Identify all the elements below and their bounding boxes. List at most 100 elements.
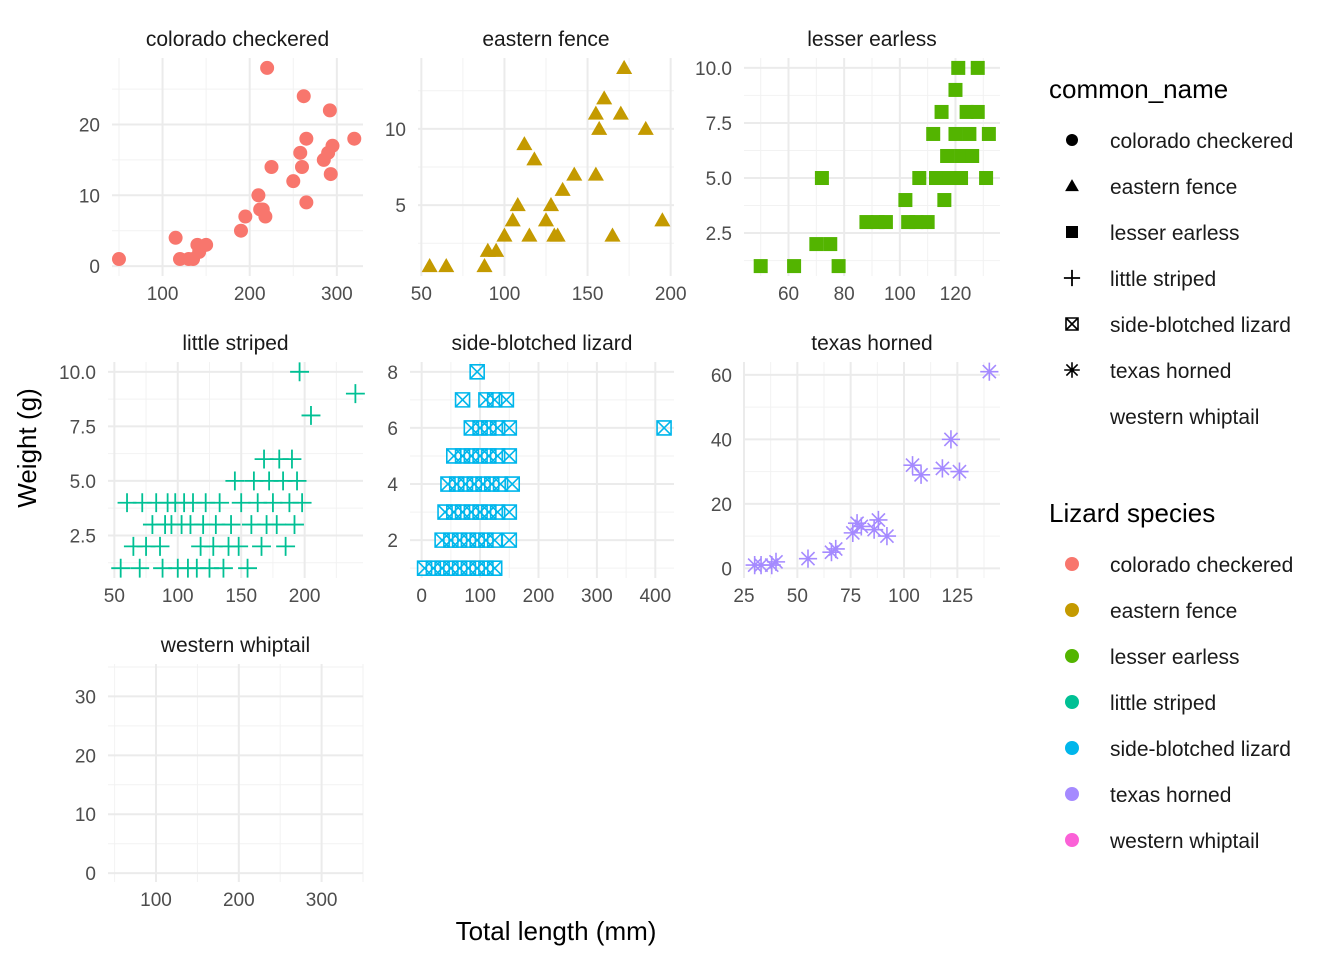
legend-label: eastern fence	[1110, 176, 1237, 199]
legend-key	[1065, 787, 1079, 801]
data-point	[454, 392, 471, 408]
data-point	[296, 89, 311, 104]
data-point	[616, 59, 633, 74]
x-tick-label: 100	[489, 284, 521, 305]
data-point	[591, 120, 608, 135]
data-point	[912, 171, 927, 186]
data-point	[476, 258, 493, 273]
data-point	[421, 258, 438, 273]
data-point	[229, 536, 249, 556]
data-point	[509, 197, 526, 212]
data-point	[751, 556, 771, 575]
data-point	[869, 510, 888, 530]
y-tick-label: 20	[75, 746, 96, 767]
data-point	[501, 448, 518, 464]
data-point	[294, 160, 309, 174]
facet-title: lesser earless	[807, 28, 937, 51]
facet-title: side-blotched lizard	[452, 332, 633, 355]
data-point	[587, 105, 604, 120]
data-point	[970, 60, 985, 75]
data-point	[787, 259, 802, 274]
data-point	[233, 223, 248, 238]
y-tick-label: 5	[395, 196, 406, 217]
data-point	[809, 237, 824, 252]
legend-key	[1065, 317, 1079, 331]
facet-title: eastern fence	[482, 28, 609, 51]
y-tick-label: 5.0	[706, 169, 732, 190]
data-point	[566, 166, 583, 181]
data-point	[111, 558, 131, 578]
legend-key	[1066, 134, 1078, 146]
data-point	[970, 104, 985, 119]
legend-label: texas horned	[1110, 784, 1231, 807]
x-tick-label: 125	[941, 586, 973, 607]
y-tick-label: 10	[385, 120, 406, 141]
y-tick-label: 6	[387, 419, 398, 440]
legend-key	[1065, 833, 1079, 847]
data-point	[934, 104, 949, 119]
y-tick-label: 20	[711, 495, 732, 516]
data-point	[325, 138, 340, 153]
data-point	[286, 174, 301, 189]
data-point	[877, 526, 897, 546]
legend-key	[1065, 179, 1079, 192]
y-tick-label: 0	[721, 559, 732, 580]
data-point	[290, 362, 310, 382]
data-point	[130, 558, 150, 578]
x-tick-label: 100	[884, 284, 916, 305]
panel-western-whiptail: 100 200 300 0 10 20 30 western whiptail	[75, 634, 364, 911]
data-point	[501, 504, 518, 520]
x-tick-label: 200	[655, 284, 687, 305]
legend-label: western whiptail	[1109, 830, 1259, 853]
data-point	[199, 237, 214, 252]
data-point	[488, 242, 505, 257]
data-point	[438, 258, 455, 273]
x-tick-label: 60	[778, 284, 799, 305]
data-point	[276, 536, 296, 556]
data-point	[753, 259, 768, 274]
data-point	[299, 195, 314, 210]
facet-title: western whiptail	[160, 634, 310, 657]
data-point	[962, 126, 977, 141]
legend-key	[1065, 603, 1079, 617]
data-point	[942, 171, 957, 186]
data-point	[959, 104, 974, 119]
legend-label: texas horned	[1110, 360, 1231, 383]
x-tick-label: 150	[225, 586, 257, 607]
data-point	[345, 384, 365, 404]
panel-side-blotched-lizard: 0 100 200 300 400 2 4 6 8 side-blotched lizard	[387, 332, 674, 607]
data-point	[965, 148, 980, 163]
data-point	[948, 82, 963, 97]
x-tick-label: 50	[104, 586, 125, 607]
y-tick-label: 60	[711, 366, 732, 387]
data-point	[933, 459, 952, 478]
data-point	[537, 212, 555, 227]
legend-label: colorado checkered	[1110, 554, 1293, 577]
x-tick-label: 75	[840, 586, 861, 607]
facet-title: little striped	[182, 332, 288, 355]
legend-key	[1065, 557, 1079, 571]
y-tick-label: 10.0	[59, 363, 96, 384]
x-tick-label: 25	[733, 586, 754, 607]
legend-key	[1065, 695, 1079, 709]
data-point	[831, 259, 846, 274]
data-point	[604, 227, 621, 242]
panel-texas-horned: 25 50 75 100 125 0 20 40 60 texas horned	[711, 332, 1000, 607]
data-point	[909, 215, 924, 230]
data-point	[267, 515, 287, 534]
data-point	[486, 560, 503, 576]
legend-label: lesser earless	[1110, 222, 1240, 245]
y-axis-title: Weight (g)	[12, 388, 42, 507]
x-tick-label: 150	[572, 284, 604, 305]
panel-lesser-earless: 60 80 100 120 2.5 5.0 7.5 10.0 lesser earless	[695, 28, 1000, 305]
x-tick-label: 100	[147, 284, 179, 305]
data-point	[656, 420, 672, 436]
y-tick-label: 30	[75, 687, 96, 708]
legend-label: eastern fence	[1110, 600, 1237, 623]
data-point	[168, 230, 183, 245]
data-point	[980, 362, 999, 381]
data-point	[612, 105, 629, 120]
legends: common_name colorado checkered eastern fen…	[1049, 74, 1293, 853]
data-point	[501, 420, 518, 436]
facet-title: texas horned	[811, 332, 932, 355]
